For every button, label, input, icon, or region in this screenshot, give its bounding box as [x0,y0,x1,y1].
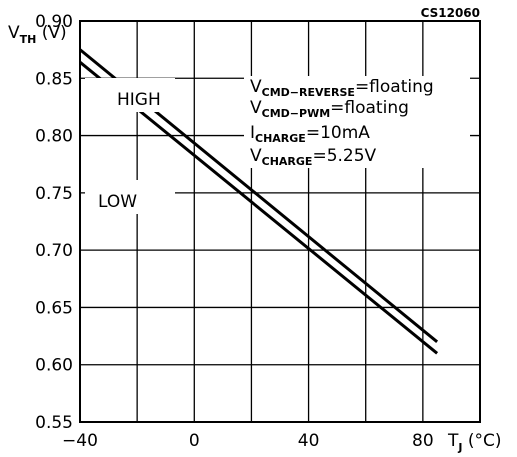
y-tick-label: 0.85 [35,69,73,89]
condition-line-2: VCMD−PWM=floating [250,98,409,120]
y-tick-label: 0.75 [35,184,73,204]
region-label-low: LOW [98,192,137,212]
y-tick-label: 0.60 [35,356,73,376]
x-tick-label: 0 [189,431,200,451]
chart-code: CS12060 [421,6,480,20]
y-axis-title-main: V [8,23,20,43]
y-axis-title-sub: TH [20,33,37,46]
high-label-bg [85,78,175,112]
x-axis-title-main: T [447,431,459,451]
ticks: −40 0 40 80 0.55 0.60 0.65 0.70 0.75 0.80 0.85 0.90 [35,12,434,451]
condition-line-4: VCHARGE=5.25V [250,146,377,168]
plot-frame [79,20,481,423]
y-tick-label: 0.80 [35,127,73,147]
x-axis-title-sub: J [457,441,462,454]
y-tick-label: 0.55 [35,413,73,433]
x-tick-label: 40 [298,431,320,451]
y-axis-title: VTH (V) [8,23,67,46]
y-tick-label: 0.70 [35,241,73,261]
low-label-bg [85,180,175,214]
x-axis-title: TJ (°C) [447,431,502,454]
y-tick-label: 0.65 [35,298,73,318]
x-tick-label: 80 [412,431,434,451]
condition-line-3: ICHARGE=10mA [250,123,370,145]
conditions-bg [244,76,470,168]
x-tick-label: −40 [62,431,98,451]
y-tick-label: 0.90 [35,12,73,32]
x-axis-title-unit: (°C) [462,431,501,451]
region-label-high: HIGH [117,90,161,110]
condition-line-1: VCMD−REVERSE=floating [250,77,434,99]
y-axis-title-unit: (V) [36,23,66,43]
